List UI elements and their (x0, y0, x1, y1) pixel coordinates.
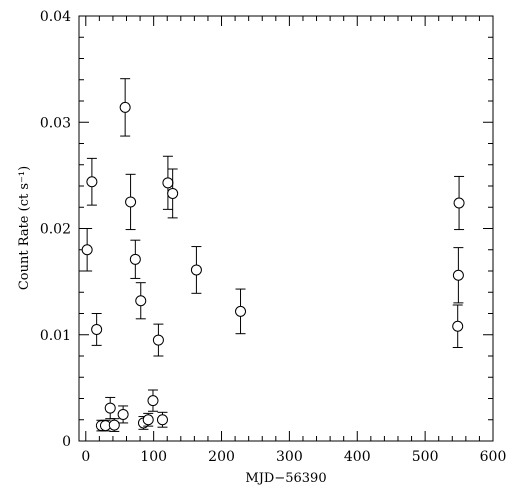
point-marker (129, 253, 141, 265)
axis-ticks (79, 15, 494, 442)
point-marker (135, 295, 147, 307)
y-tick-label: 0 (62, 434, 71, 450)
data-point (167, 168, 179, 219)
point-marker (452, 320, 464, 332)
data-point (86, 157, 98, 206)
point-marker (162, 177, 174, 189)
data-point (104, 396, 116, 420)
data-point (152, 323, 164, 357)
point-marker (152, 334, 164, 346)
data-point (117, 405, 129, 424)
data-point (235, 288, 247, 335)
point-marker (125, 196, 137, 208)
point-marker (91, 323, 103, 335)
y-tick-label: 0.03 (40, 115, 71, 131)
point-marker (190, 264, 202, 276)
y-axis-label: Count Rate (ct s⁻¹) (17, 166, 32, 290)
y-tick-label: 0.01 (40, 328, 71, 344)
point-marker (119, 101, 131, 113)
point-marker (86, 176, 98, 188)
point-marker (108, 419, 120, 431)
data-point (135, 282, 147, 320)
point-marker (81, 244, 93, 256)
data-point (453, 175, 465, 231)
point-marker (142, 414, 154, 426)
point-marker (167, 187, 179, 199)
data-point (452, 304, 464, 348)
x-tick-label: 200 (208, 449, 235, 465)
x-tick-label: 300 (276, 449, 303, 465)
data-point (81, 228, 93, 272)
data-point (142, 412, 154, 427)
data-point (129, 239, 141, 279)
x-tick-label: 400 (344, 449, 371, 465)
data-points (81, 78, 465, 432)
data-point (125, 173, 137, 231)
data-point (147, 389, 159, 412)
x-tick-label: 0 (81, 449, 90, 465)
data-point (162, 155, 174, 210)
plot-frame (78, 15, 494, 442)
x-axis-label: MJD−56390 (245, 471, 326, 486)
tick-labels: 0 100 200 300 400 500 600 0 0.01 0.02 0.03 0.04 (40, 9, 507, 465)
point-marker (104, 402, 116, 414)
x-tick-label: 500 (412, 449, 439, 465)
x-tick-label: 600 (480, 449, 507, 465)
point-marker (452, 269, 464, 281)
x-tick-label: 100 (140, 449, 167, 465)
data-point (99, 419, 111, 432)
point-marker (117, 408, 129, 420)
data-point (190, 246, 202, 294)
data-point (119, 78, 131, 137)
point-marker (156, 414, 168, 426)
point-marker (453, 197, 465, 209)
data-point (452, 247, 464, 304)
data-point (156, 411, 168, 428)
data-point (108, 418, 120, 432)
data-point (91, 313, 103, 346)
point-marker (235, 305, 247, 317)
point-marker (147, 395, 159, 407)
y-tick-label: 0.02 (40, 222, 71, 238)
y-tick-label: 0.04 (40, 9, 71, 25)
